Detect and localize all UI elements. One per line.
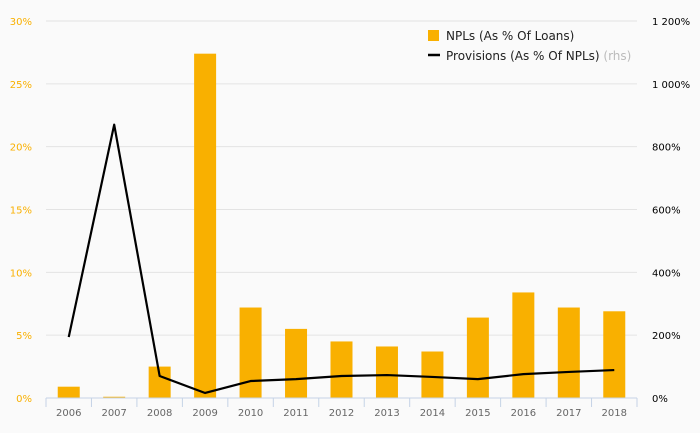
right-tick-label: 600% bbox=[652, 206, 681, 217]
x-tick-label: 2009 bbox=[192, 408, 217, 419]
right-tick-label: 0% bbox=[652, 394, 668, 405]
bar-2015 bbox=[466, 317, 489, 398]
bar-2007 bbox=[103, 396, 126, 398]
gridlines bbox=[46, 20, 637, 336]
right-tick-label: 1 200% bbox=[652, 17, 690, 28]
left-tick-label: 25% bbox=[10, 80, 32, 91]
left-tick-label: 15% bbox=[10, 206, 32, 217]
x-tick-label: 2013 bbox=[374, 408, 399, 419]
x-tick-label: 2012 bbox=[329, 408, 354, 419]
bar-2017 bbox=[557, 307, 580, 398]
bar-2009 bbox=[194, 53, 217, 398]
x-tick-label: 2010 bbox=[238, 408, 263, 419]
right-tick-label: 800% bbox=[652, 143, 681, 154]
right-tick-label: 400% bbox=[652, 268, 681, 279]
x-tick-label: 2017 bbox=[556, 408, 581, 419]
x-tick-label: 2014 bbox=[420, 408, 445, 419]
left-tick-label: 10% bbox=[10, 268, 32, 279]
left-tick-label: 20% bbox=[10, 143, 32, 154]
bar-2011 bbox=[285, 328, 308, 398]
x-tick-label: 2008 bbox=[147, 408, 172, 419]
bar-2012 bbox=[330, 341, 353, 398]
bar-2006 bbox=[57, 386, 80, 398]
legend-label-provisions: Provisions (As % Of NPLs) (rhs) bbox=[446, 49, 631, 63]
x-tick-label: 2011 bbox=[283, 408, 308, 419]
tick-labels: 0% 5% 10% 15% 20% 25% 30% 0% 200% 400% 600% 800% 1 0… bbox=[10, 17, 690, 419]
left-tick-label: 0% bbox=[16, 394, 32, 405]
provisions-line bbox=[67, 123, 615, 395]
bar-2014 bbox=[421, 351, 444, 398]
left-tick-label: 30% bbox=[10, 17, 32, 28]
x-tick-label: 2006 bbox=[56, 408, 81, 419]
left-tick-label: 5% bbox=[16, 331, 32, 342]
x-tick-label: 2018 bbox=[602, 408, 627, 419]
bar-2010 bbox=[239, 307, 262, 398]
x-axis bbox=[45, 397, 638, 407]
bar-2013 bbox=[375, 346, 398, 398]
bar-2016 bbox=[512, 292, 535, 398]
right-tick-label: 200% bbox=[652, 331, 681, 342]
bar-2008 bbox=[148, 366, 171, 398]
x-tick-label: 2016 bbox=[511, 408, 536, 419]
bar-2018 bbox=[603, 311, 626, 398]
right-tick-label: 1 000% bbox=[652, 80, 690, 91]
legend-label-npls: NPLs (As % Of Loans) bbox=[446, 29, 574, 43]
npl-bars bbox=[57, 53, 626, 398]
x-tick-label: 2015 bbox=[465, 408, 490, 419]
legend: NPLs (As % Of Loans) Provisions (As % Of… bbox=[428, 29, 631, 63]
x-tick-label: 2007 bbox=[101, 408, 126, 419]
legend-swatch-npls bbox=[428, 30, 439, 41]
